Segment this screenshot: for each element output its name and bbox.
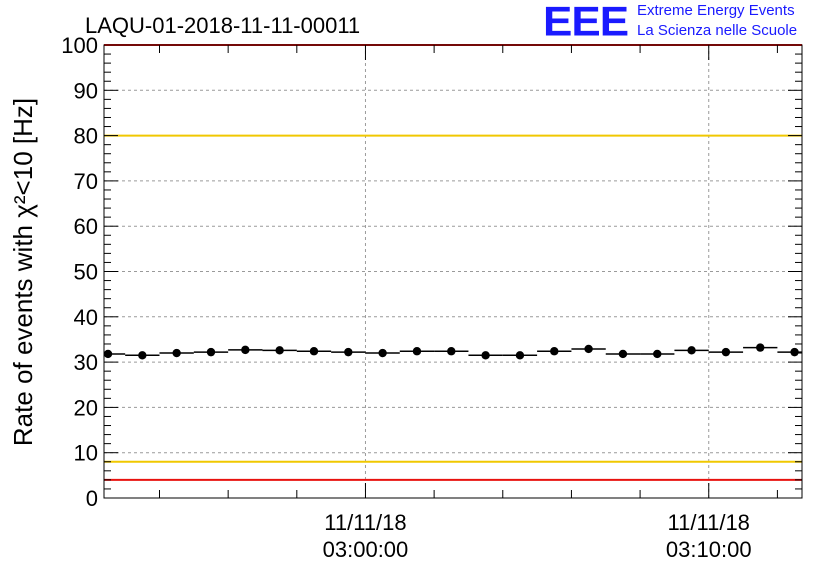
data-point bbox=[687, 346, 696, 355]
y-tick-label: 0 bbox=[86, 486, 98, 511]
x-tick-date: 11/11/18 bbox=[668, 510, 750, 535]
data-point bbox=[447, 347, 456, 356]
x-tick-time: 03:00:00 bbox=[323, 537, 409, 562]
reference-lines bbox=[104, 44, 802, 481]
data-point bbox=[412, 347, 422, 356]
data-point bbox=[584, 344, 593, 354]
plot-frame bbox=[103, 44, 803, 499]
data-point bbox=[103, 349, 113, 359]
data-point bbox=[515, 351, 525, 360]
y-tick-label: 30 bbox=[74, 350, 98, 375]
y-tick-label: 60 bbox=[74, 214, 98, 239]
axes: 010203040506070809010011/11/1803:00:0011… bbox=[61, 33, 802, 562]
data-point bbox=[721, 347, 731, 357]
data-point bbox=[653, 349, 662, 359]
data-point bbox=[275, 346, 284, 355]
y-axis-label: Rate of events with χ²<10 [Hz] bbox=[8, 98, 38, 446]
y-tick-label: 20 bbox=[74, 395, 98, 420]
y-tick-label: 100 bbox=[61, 33, 98, 58]
y-tick-label: 10 bbox=[74, 441, 98, 466]
chart-title: LAQU-01-2018-11-11-00011 bbox=[85, 13, 360, 38]
data-point bbox=[790, 347, 799, 357]
data-point bbox=[206, 347, 216, 357]
data-point bbox=[618, 349, 628, 359]
data-point bbox=[241, 345, 250, 355]
data-series bbox=[103, 343, 802, 360]
x-tick-date: 11/11/18 bbox=[324, 510, 406, 535]
grid-lines bbox=[104, 45, 802, 498]
eee-logo: EEE bbox=[543, 0, 629, 45]
logo-line-1: Extreme Energy Events bbox=[637, 2, 795, 19]
data-point bbox=[309, 347, 319, 356]
y-tick-label: 40 bbox=[74, 305, 98, 330]
x-tick-time: 03:10:00 bbox=[666, 537, 752, 562]
y-tick-label: 50 bbox=[74, 260, 98, 285]
data-point bbox=[344, 347, 353, 357]
data-point bbox=[550, 347, 559, 356]
y-tick-label: 80 bbox=[74, 124, 98, 149]
data-point bbox=[378, 348, 387, 358]
y-tick-label: 90 bbox=[74, 78, 98, 103]
logo-line-2: La Scienza nelle Scuole bbox=[637, 22, 798, 39]
data-point bbox=[172, 348, 181, 358]
data-point bbox=[756, 343, 765, 352]
data-point bbox=[138, 351, 147, 360]
data-point bbox=[481, 351, 490, 360]
y-tick-label: 70 bbox=[74, 169, 98, 194]
